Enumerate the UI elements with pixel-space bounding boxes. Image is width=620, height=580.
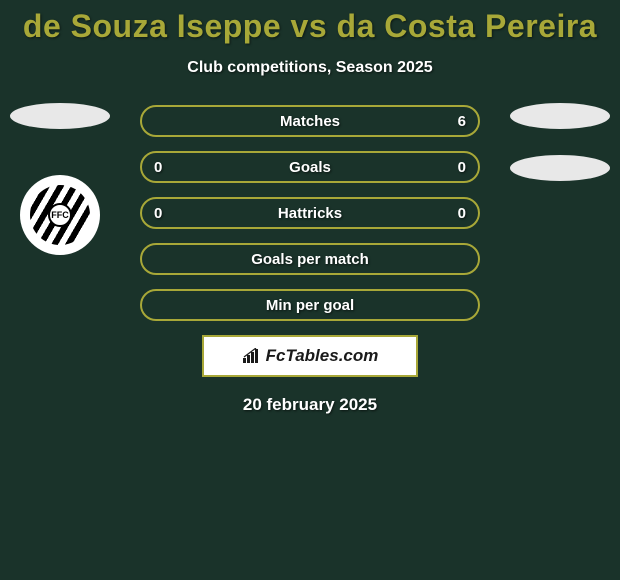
stat-row-goals: 0 Goals 0 [140, 151, 480, 183]
page-title: de Souza Iseppe vs da Costa Pereira [0, 0, 620, 45]
stat-right-value: 6 [446, 113, 466, 130]
stat-label: Min per goal [266, 297, 354, 314]
club-logo-badge: FFC [48, 203, 72, 227]
stat-rows: Matches 6 0 Goals 0 0 Hattricks 0 Goals … [140, 105, 480, 321]
brand-box: FcTables.com [202, 335, 418, 377]
comparison-panel: FFC Matches 6 0 Goals 0 0 Hattricks 0 Go… [0, 105, 620, 415]
stat-label: Goals [289, 159, 331, 176]
club-logo-stripes: FFC [30, 185, 90, 245]
stat-row-goals-per-match: Goals per match [140, 243, 480, 275]
stat-label: Goals per match [251, 251, 369, 268]
club-logo: FFC [20, 175, 100, 255]
player-placeholder-left [10, 103, 110, 129]
stat-row-hattricks: 0 Hattricks 0 [140, 197, 480, 229]
stat-row-min-per-goal: Min per goal [140, 289, 480, 321]
player-placeholder-right-2 [510, 155, 610, 181]
chart-icon [242, 348, 262, 364]
player-placeholder-right-1 [510, 103, 610, 129]
stat-right-value: 0 [446, 205, 466, 222]
date-label: 20 february 2025 [0, 395, 620, 415]
stat-left-value: 0 [154, 159, 174, 176]
stat-label: Hattricks [278, 205, 342, 222]
subtitle: Club competitions, Season 2025 [0, 59, 620, 77]
brand-text: FcTables.com [266, 346, 379, 366]
stat-label: Matches [280, 113, 340, 130]
stat-row-matches: Matches 6 [140, 105, 480, 137]
stat-right-value: 0 [446, 159, 466, 176]
stat-left-value: 0 [154, 205, 174, 222]
